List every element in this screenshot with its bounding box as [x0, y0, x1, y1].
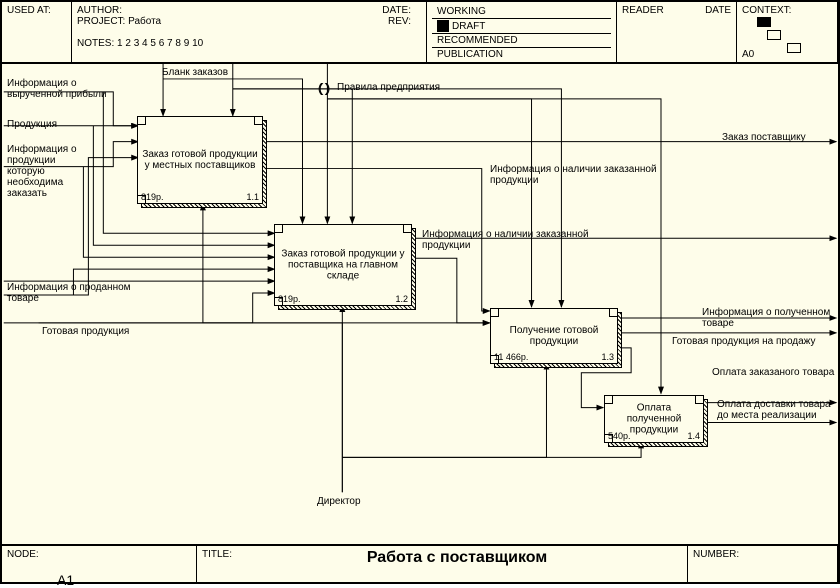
box2-cost: 819р. — [278, 294, 301, 304]
header-reader: READER DATE — [617, 2, 737, 62]
date2-label: DATE — [705, 5, 731, 16]
box3-num: 1.3 — [601, 352, 614, 362]
project-label: PROJECT: — [77, 16, 125, 27]
context-box-icon — [757, 17, 803, 56]
idef0-frame: USED AT: AUTHOR: DATE: PROJECT: Работа R… — [0, 0, 840, 584]
box4: Оплата полученной продукции 540р. 1.4 — [604, 395, 704, 443]
lbl-avail2: Информация о наличии заказанной продукци… — [422, 229, 612, 251]
lbl-sold: Информация о проданном товаре — [7, 282, 147, 304]
lbl-ready-sale: Готовая продукция на продажу — [672, 336, 837, 347]
lbl-rules: Правила предприятия — [337, 82, 440, 93]
title-label: TITLE: — [202, 549, 232, 560]
author-label: AUTHOR: — [77, 5, 122, 16]
footer-number: NUMBER: — [688, 546, 838, 582]
lbl-avail1: Информация о наличии заказанной продукци… — [490, 164, 680, 186]
box2: Заказ готовой продукции у поставщика на … — [274, 224, 412, 306]
header: USED AT: AUTHOR: DATE: PROJECT: Работа R… — [2, 2, 838, 64]
header-author: AUTHOR: DATE: PROJECT: Работа REV: NOTES… — [72, 2, 427, 62]
rev-label: REV: — [388, 16, 411, 27]
status-recommended: RECOMMENDED — [437, 35, 518, 46]
status-draft: DRAFT — [452, 21, 485, 32]
context-label: CONTEXT: — [742, 5, 791, 16]
box1-num: 1.1 — [246, 192, 259, 202]
notes-label: NOTES: — [77, 38, 114, 49]
lbl-prod: Продукция — [7, 119, 57, 130]
lbl-director: Директор — [317, 496, 361, 507]
draft-box-icon — [437, 20, 449, 32]
box1-label: Заказ готовой продукции у местных постав… — [138, 149, 262, 171]
lbl-ready: Готовая продукция — [42, 326, 129, 337]
canvas: ( ) Заказ готовой продукции у местных по… — [2, 64, 838, 544]
box4-cost: 540р. — [608, 431, 631, 441]
box1: Заказ готовой продукции у местных постав… — [137, 116, 263, 204]
date-label: DATE: — [382, 5, 411, 16]
lbl-ordinfo: Информация о продукции которую необходим… — [7, 144, 87, 199]
project-value: Работа — [128, 16, 161, 27]
svg-text:( ): ( ) — [318, 81, 329, 95]
lbl-pay-order: Оплата заказаного товара — [712, 367, 837, 378]
box3-label: Получение готовой продукции — [491, 325, 617, 347]
header-status: WORKING DRAFT RECOMMENDED PUBLICATION — [427, 2, 617, 62]
lbl-profit: Информация о вырученной прибыли — [7, 78, 107, 100]
lbl-blank: Бланк заказов — [162, 67, 228, 78]
header-usedat: USED AT: — [2, 2, 72, 62]
notes-value: 1 2 3 4 5 6 7 8 9 10 — [117, 38, 203, 49]
reader-label: READER — [622, 5, 664, 16]
lbl-order-sup: Заказ поставщику — [722, 132, 806, 143]
footer-title: TITLE: Работа с поставщиком — [197, 546, 688, 582]
box2-label: Заказ готовой продукции у поставщика на … — [275, 249, 411, 282]
footer-node: NODE: A1 — [2, 546, 197, 582]
status-working: WORKING — [437, 6, 486, 17]
node-label: NODE: — [7, 549, 39, 560]
box1-cost: 819р. — [141, 192, 164, 202]
status-publication: PUBLICATION — [437, 49, 503, 60]
number-label: NUMBER: — [693, 549, 739, 560]
box4-num: 1.4 — [687, 431, 700, 441]
lbl-pay-deliv: Оплата доставки товара до места реализац… — [717, 399, 837, 421]
arrows-layer: ( ) — [2, 64, 838, 544]
box3-cost: 11 466р. — [494, 352, 528, 362]
box2-num: 1.2 — [395, 294, 408, 304]
title-value: Работа с поставщиком — [367, 549, 547, 566]
lbl-recv: Информация о полученном товаре — [702, 307, 832, 329]
footer: NODE: A1 TITLE: Работа с поставщиком NUM… — [2, 544, 838, 582]
context-a0: A0 — [742, 49, 754, 60]
header-context: CONTEXT: A0 — [737, 2, 838, 62]
box3: Получение готовой продукции 11 466р. 1.3 — [490, 308, 618, 364]
